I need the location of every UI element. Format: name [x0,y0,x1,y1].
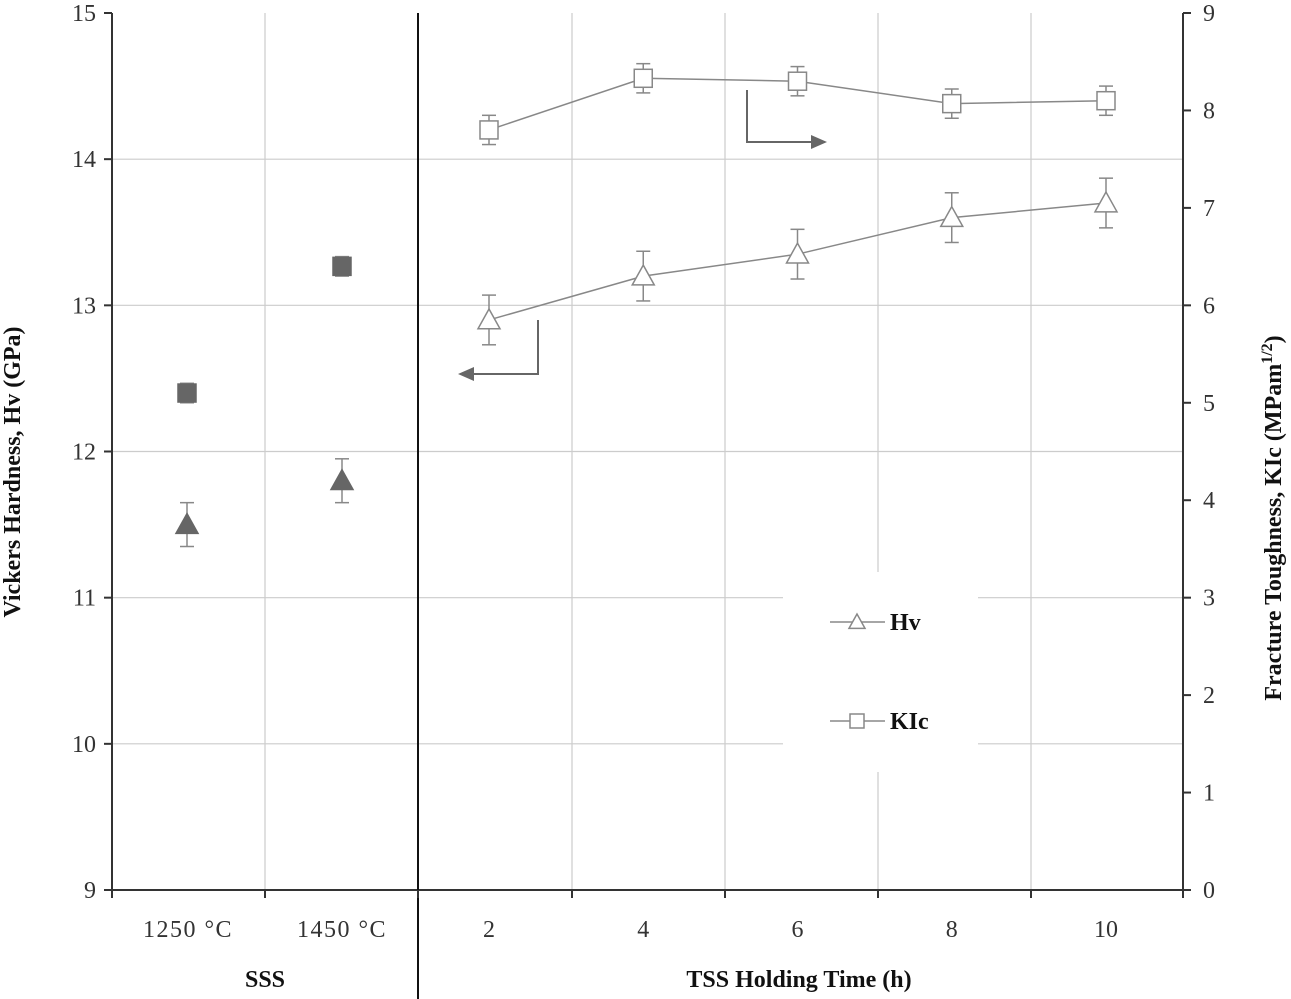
x-axis-sss-title: SSS [245,967,285,993]
tss-hv-point [785,241,810,264]
y-right-tick-label: 6 [1203,293,1215,319]
tss-kic-point [1096,90,1116,111]
y-axis-right-title: Fracture Toughness, KIc (MPam1/2) [1259,335,1287,700]
tss-hv-point [630,263,656,286]
tss-kic-point [479,120,499,140]
left-axis-arrow [470,320,539,375]
y-axis-left-title: Vickers Hardness, Hv (GPa) [0,326,26,617]
legend-marker-square [849,713,865,729]
y-right-tick-label: 5 [1203,391,1215,417]
y-left-tick-label: 11 [73,586,96,612]
axes [104,12,1191,999]
sss-kic-point [332,256,352,277]
tss-hv-point [939,205,965,228]
right-axis-arrow [746,90,815,143]
x-tick-label-tss: 2 [483,917,495,943]
sss-hv-point [174,512,200,535]
y-right-tick-label: 1 [1203,781,1215,807]
x-axis-tss-title: TSS Holding Time (h) [686,967,911,993]
legend-label: Hv [890,610,921,636]
tss-hv-point [1093,190,1119,213]
data-series [174,62,1119,548]
left-axis-arrowhead [458,367,474,381]
tss-kic-point [787,71,808,91]
sss-hv-point [329,468,355,491]
y-right-tick-label: 4 [1203,488,1215,514]
y-left-tick-label: 10 [72,732,96,758]
y-right-tick-label: 7 [1203,196,1215,222]
x-tick-label-tss: 4 [637,917,649,943]
x-tick-label-tss: 10 [1094,917,1118,943]
x-tick-label-sss: 1450 °C [297,917,387,943]
sss-kic-point [177,383,197,403]
grid-lines [112,13,1183,890]
tss-kic-point [633,68,653,89]
x-tick-label-tss: 8 [946,917,958,943]
y-left-tick-label: 15 [72,1,96,27]
legend-label: KIc [890,709,929,735]
y-left-tick-label: 12 [72,440,96,466]
y-right-tick-label: 0 [1203,878,1215,904]
y-left-tick-label: 14 [72,147,96,173]
tss-hv-point [476,307,502,330]
legend-background [783,572,978,772]
right-axis-arrowhead [811,135,827,149]
y-right-tick-label: 2 [1203,683,1215,709]
x-tick-label-tss: 6 [792,917,804,943]
legend-marker-triangle [847,612,867,630]
legend: Hv KIc [783,572,978,772]
y-right-tick-label: 9 [1203,1,1215,27]
y-left-tick-label: 13 [72,293,96,319]
x-tick-label-sss: 1250 °C [143,917,233,943]
tss-kic-point [942,93,962,114]
y-left-tick-label: 9 [84,878,96,904]
y-right-tick-label: 3 [1203,586,1215,612]
y-right-tick-label: 8 [1203,98,1215,124]
